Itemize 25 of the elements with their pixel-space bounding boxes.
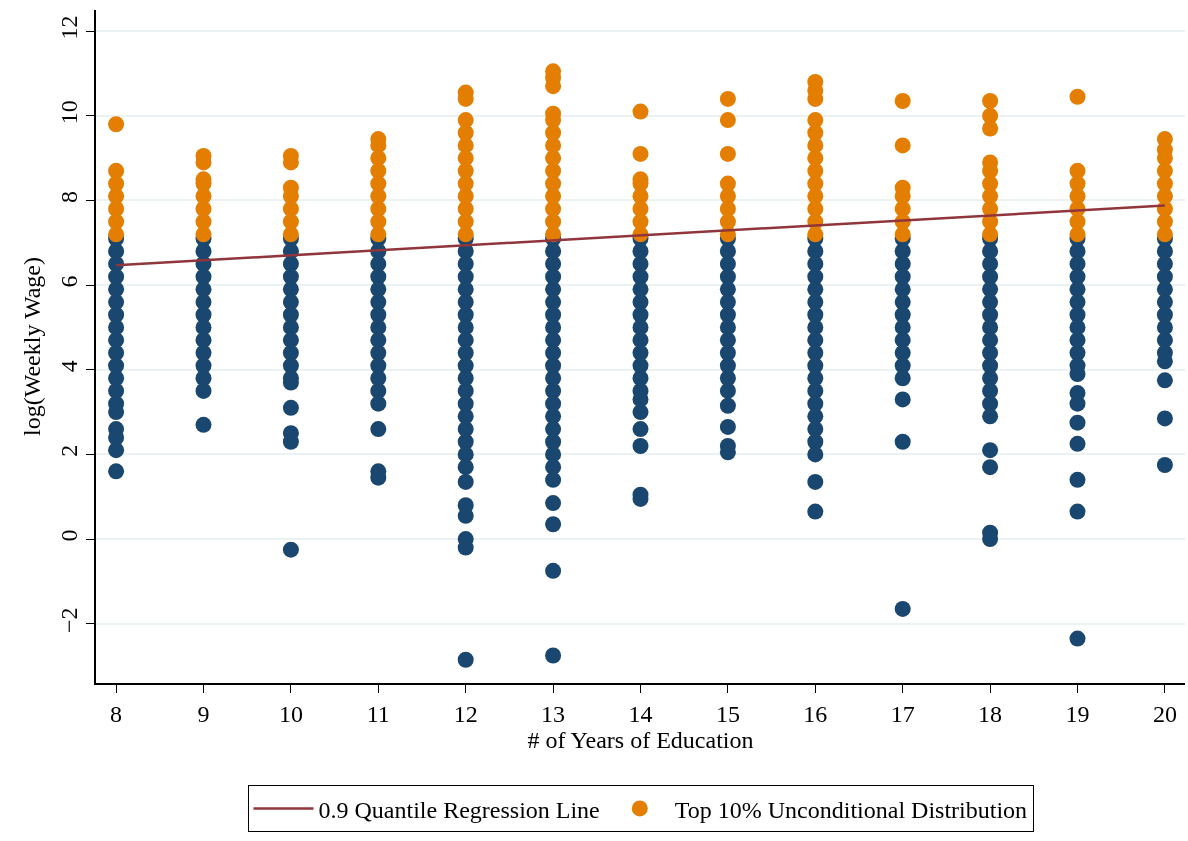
y-tick-label: 10 xyxy=(55,100,82,125)
x-axis-title: # of Years of Education xyxy=(527,726,754,753)
x-tick-label: 16 xyxy=(803,700,828,727)
legend-label: 0.9 Quantile Regression Line xyxy=(318,796,600,823)
y-tick-label: 8 xyxy=(55,190,82,203)
y-tick-label: −2 xyxy=(55,607,82,633)
x-tick-label: 20 xyxy=(1152,700,1177,727)
x-tick-label: 17 xyxy=(890,700,915,727)
x-tick-label: 9 xyxy=(197,700,210,727)
x-tick-label: 15 xyxy=(715,700,740,727)
legend-label: Top 10% Unconditional Distribution xyxy=(674,796,1028,823)
x-tick-label: 19 xyxy=(1065,700,1090,727)
y-axis-title: log(Weekly Wage) xyxy=(19,257,46,436)
y-tick-label: 2 xyxy=(55,444,82,457)
x-tick-label: 14 xyxy=(628,700,653,727)
x-tick-label: 10 xyxy=(278,700,303,727)
x-tick-label: 13 xyxy=(541,700,566,727)
y-tick-label: 6 xyxy=(55,275,82,288)
x-tick-label: 11 xyxy=(366,700,390,727)
y-tick-label: 0 xyxy=(55,529,82,542)
y-tick-label: 4 xyxy=(55,360,82,373)
x-tick-label: 8 xyxy=(110,700,123,727)
x-tick-label: 18 xyxy=(978,700,1003,727)
x-tick-label: 12 xyxy=(453,700,478,727)
y-tick-label: 12 xyxy=(55,15,82,40)
